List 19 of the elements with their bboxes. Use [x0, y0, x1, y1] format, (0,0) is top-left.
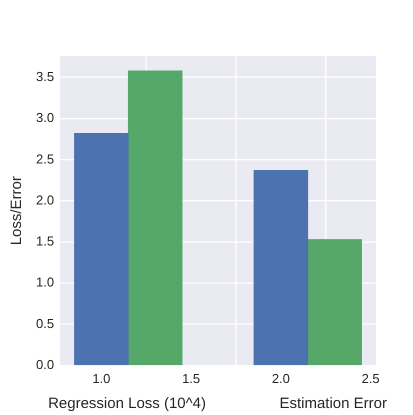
y-tick-label: 0.0 [36, 356, 54, 372]
bar [128, 70, 182, 366]
x-tick-label: 2.0 [272, 370, 290, 386]
bar [254, 170, 308, 366]
text: Estimation Error [279, 395, 387, 412]
y-tick-label: 0.5 [36, 316, 54, 331]
x-tick-label: 1.0 [92, 370, 110, 386]
y-axis-title: Loss/Error [8, 176, 26, 246]
text: Regression Loss (10^4) [48, 395, 206, 412]
bar [74, 133, 129, 366]
y-tick-label: 2.0 [36, 192, 54, 208]
bar [307, 239, 362, 366]
x-tick-label: 2.5 [362, 370, 380, 386]
x-tick-label: 1.5 [182, 370, 200, 386]
y-tick-label: 1.5 [36, 234, 54, 249]
y-tick-label: 3.5 [36, 68, 54, 84]
y-tick-label: 2.5 [36, 151, 54, 166]
y-tick-label: 3.0 [36, 110, 54, 126]
y-tick-label: 1.0 [36, 274, 54, 290]
